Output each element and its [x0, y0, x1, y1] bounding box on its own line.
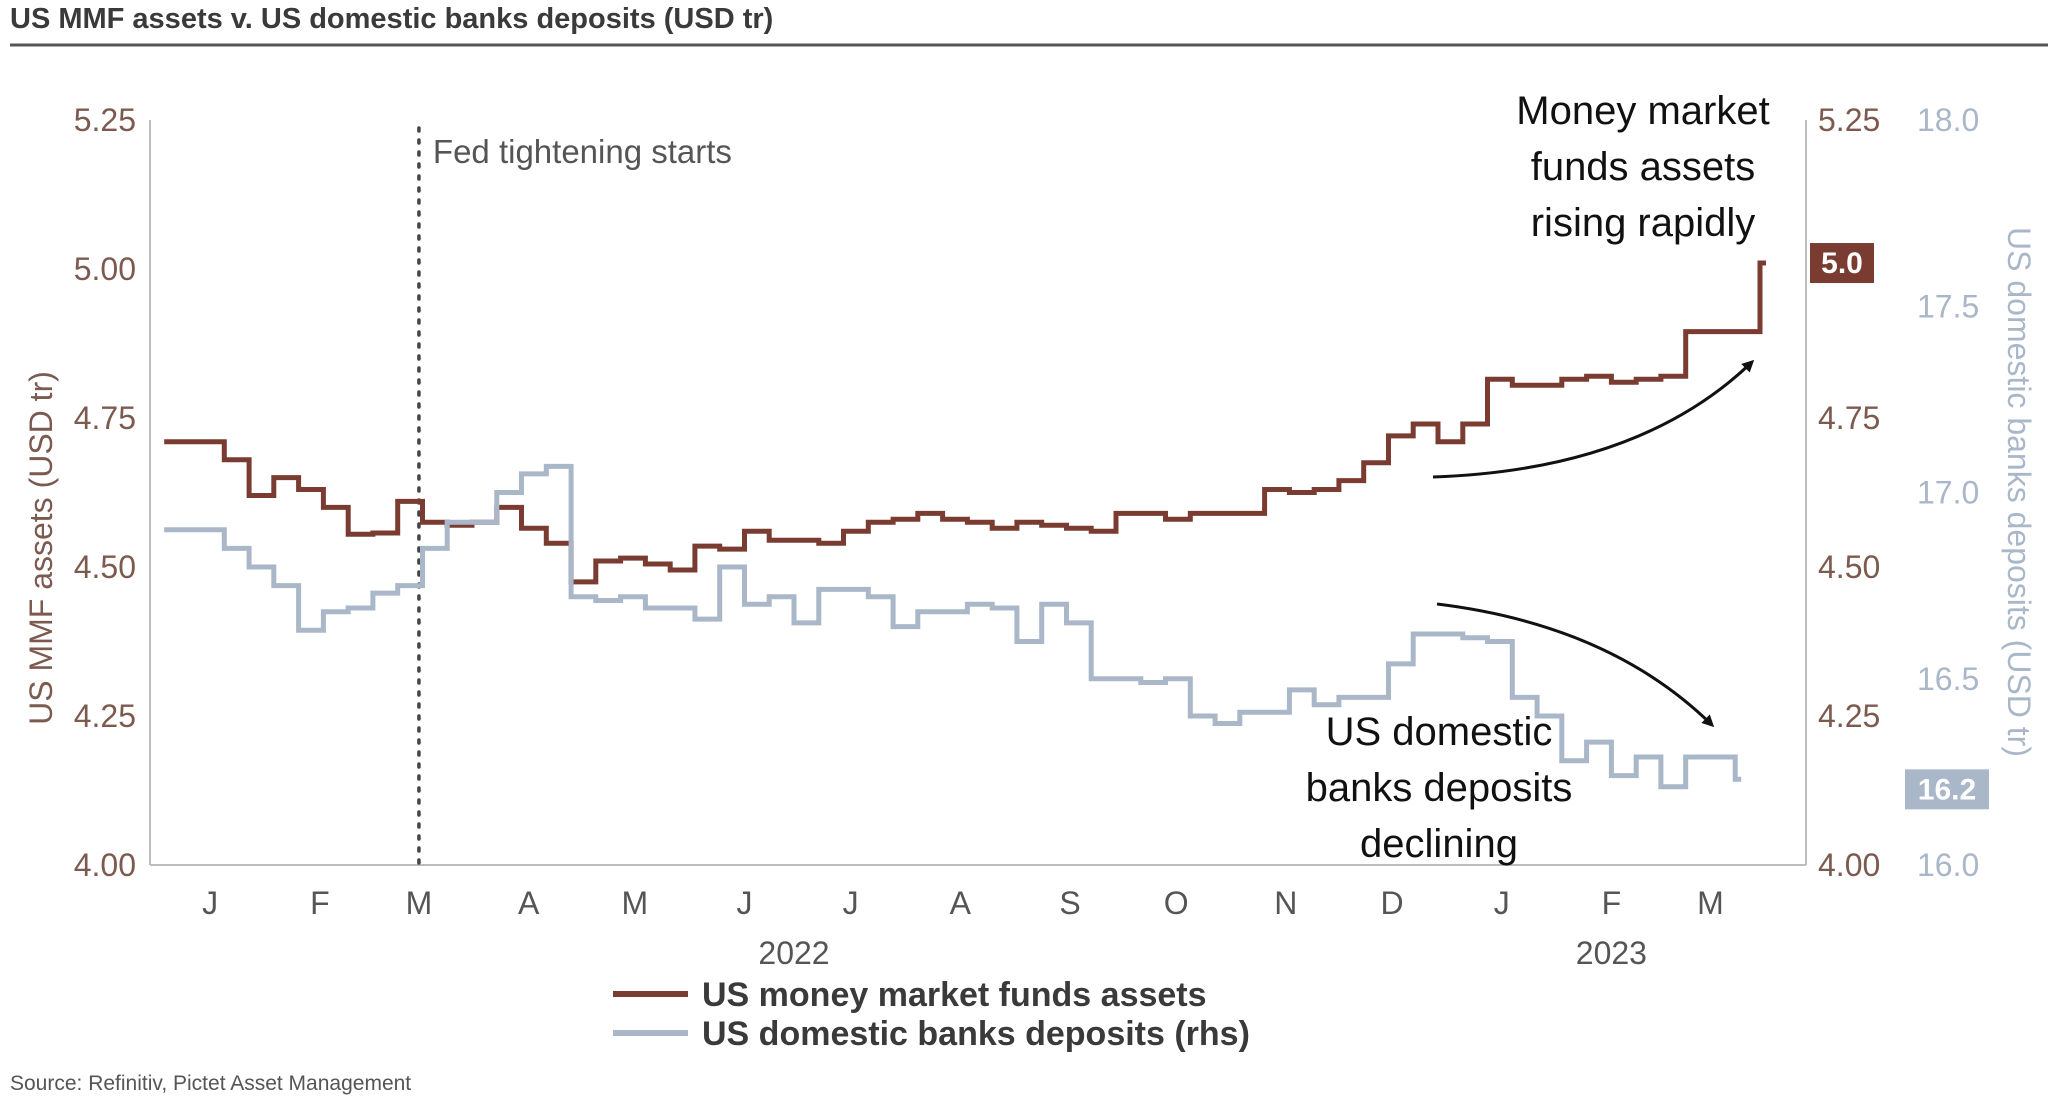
- deposits-annotation-line-3: declining: [1360, 822, 1518, 866]
- x-tick-label: F: [1602, 885, 1622, 921]
- right-inner-tick-label: 5.25: [1818, 102, 1880, 138]
- deposits-annotation-line-1: US domestic: [1326, 710, 1553, 754]
- left-axis-ticks: 4.00 4.25 4.50 4.75 5.00 5.25: [74, 102, 136, 883]
- x-tick-label: S: [1059, 885, 1080, 921]
- x-tick-label: J: [202, 885, 218, 921]
- mmf-annotation-line-2: funds assets: [1531, 145, 1756, 189]
- plot-frame: [149, 120, 1807, 866]
- mmf-annotation-line-3: rising rapidly: [1531, 201, 1756, 245]
- mmf-annotation-arrow: [1432, 359, 1755, 479]
- deposits-annotation: US domestic banks deposits declining: [1306, 602, 1715, 866]
- mmf-assets-line: [164, 260, 1766, 585]
- legend: US money market funds assets US domestic…: [613, 976, 1250, 1053]
- x-tick-label: J: [1494, 885, 1510, 921]
- left-axis-label: US MMF assets (USD tr): [23, 371, 59, 725]
- right-inner-tick-label: 4.75: [1818, 400, 1880, 436]
- mmf-annotation-line-1: Money market: [1516, 89, 1769, 133]
- deposits-end-badge: [1905, 769, 1989, 810]
- source-note: Source: Refinitiv, Pictet Asset Manageme…: [10, 1072, 411, 1095]
- right-axis-inner-ticks: 4.00 4.25 4.50 4.75 5.25: [1818, 102, 1880, 883]
- right-inner-tick-label: 4.25: [1818, 698, 1880, 734]
- left-tick-label: 4.50: [74, 549, 136, 585]
- legend-label-mmf: US money market funds assets: [702, 976, 1207, 1014]
- right-inner-tick-label: 4.00: [1818, 847, 1880, 883]
- mmf-end-badge: [1810, 243, 1874, 284]
- fed-annotation: Fed tightening starts: [417, 126, 732, 867]
- left-tick-label: 4.00: [74, 847, 136, 883]
- x-year-label: 2023: [1576, 935, 1647, 971]
- x-tick-label: M: [1697, 885, 1724, 921]
- deposits-annotation-line-2: banks deposits: [1306, 766, 1573, 810]
- x-tick-label: J: [736, 885, 752, 921]
- x-tick-label: N: [1274, 885, 1297, 921]
- end-value-badges: 5.0 16.2: [1810, 243, 1989, 810]
- right-outer-tick-label: 16.5: [1917, 661, 1979, 697]
- series-lines: [164, 260, 1766, 790]
- x-tick-label: M: [621, 885, 648, 921]
- right-outer-tick-label: 18.0: [1917, 102, 1979, 138]
- left-tick-label: 4.25: [74, 698, 136, 734]
- x-year-label: 2022: [758, 935, 829, 971]
- mmf-end-value: 5.0: [1821, 247, 1863, 280]
- left-tick-label: 4.75: [74, 400, 136, 436]
- x-tick-label: M: [406, 885, 433, 921]
- mmf-annotation: Money market funds assets rising rapidly: [1432, 89, 1770, 479]
- x-tick-label: J: [843, 885, 859, 921]
- x-tick-label: O: [1164, 885, 1189, 921]
- chart-title: US MMF assets v. US domestic banks depos…: [10, 3, 773, 35]
- right-outer-tick-label: 17.5: [1917, 288, 1979, 324]
- x-tick-label: A: [950, 885, 972, 921]
- left-tick-label: 5.25: [74, 102, 136, 138]
- right-outer-tick-label: 16.0: [1917, 847, 1979, 883]
- deposits-end-value: 16.2: [1918, 773, 1976, 806]
- deposits-annotation-arrow: [1436, 602, 1715, 728]
- right-axis-label: US domestic banks deposits (USD tr): [2001, 227, 2037, 757]
- right-axis-outer-ticks: 16.0 16.5 17.0 17.5 18.0: [1917, 102, 1979, 883]
- x-tick-label: D: [1380, 885, 1403, 921]
- x-tick-label: F: [310, 885, 330, 921]
- bank-deposits-line: [164, 463, 1742, 790]
- right-outer-tick-label: 17.0: [1917, 475, 1979, 511]
- left-tick-label: 5.00: [74, 251, 136, 287]
- right-inner-tick-label: 4.50: [1818, 549, 1880, 585]
- fed-tightening-label: Fed tightening starts: [433, 133, 732, 170]
- x-tick-label: A: [518, 885, 540, 921]
- x-axis-ticks: J F M A M J J A S O N D J F M 2022 2023: [202, 885, 1724, 971]
- legend-label-deposits: US domestic banks deposits (rhs): [702, 1015, 1250, 1053]
